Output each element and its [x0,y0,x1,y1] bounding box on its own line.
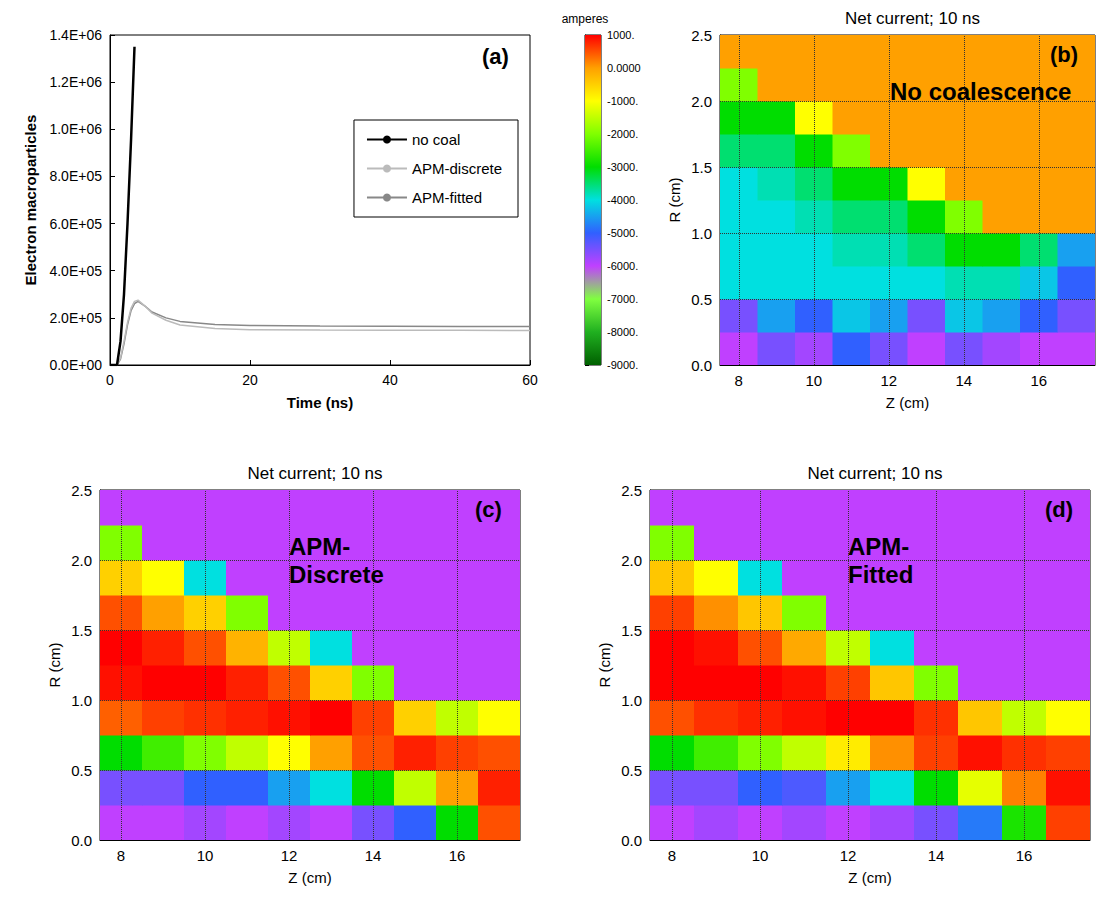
svg-text:-9000.: -9000. [607,359,638,371]
svg-text:Z (cm): Z (cm) [848,869,891,886]
svg-text:16: 16 [1016,847,1033,864]
svg-text:1.5: 1.5 [621,622,642,639]
svg-text:-7000.: -7000. [607,293,638,305]
svg-text:2.0: 2.0 [691,93,712,110]
svg-text:8: 8 [117,847,125,864]
svg-text:APM-fitted: APM-fitted [412,189,482,206]
svg-text:60: 60 [522,372,538,388]
svg-text:(b): (b) [1050,42,1078,67]
svg-text:14: 14 [928,847,945,864]
svg-text:2.0: 2.0 [621,552,642,569]
svg-text:-1000.: -1000. [607,95,638,107]
svg-text:Net current; 10 ns: Net current; 10 ns [845,9,980,28]
svg-text:1.0: 1.0 [621,692,642,709]
svg-text:0.0: 0.0 [691,357,712,374]
svg-text:14: 14 [365,847,382,864]
svg-text:0.0: 0.0 [71,832,92,849]
svg-text:Electron macroparticles: Electron macroparticles [22,115,39,286]
svg-text:0.5: 0.5 [71,762,92,779]
svg-text:-4000.: -4000. [607,194,638,206]
svg-text:2.5: 2.5 [71,482,92,499]
svg-text:6.0E+05: 6.0E+05 [49,216,102,232]
svg-text:4.0E+05: 4.0E+05 [49,263,102,279]
svg-text:1.2E+06: 1.2E+06 [49,74,102,90]
svg-text:14: 14 [955,372,972,389]
svg-text:8: 8 [735,372,743,389]
svg-text:(c): (c) [475,497,502,522]
svg-text:40: 40 [382,372,398,388]
svg-text:R (cm): R (cm) [46,643,63,688]
svg-text:20: 20 [242,372,258,388]
svg-text:12: 12 [840,847,857,864]
svg-text:-6000.: -6000. [607,260,638,272]
svg-text:1.0: 1.0 [71,692,92,709]
svg-text:Net current; 10 ns: Net current; 10 ns [807,464,942,483]
svg-text:12: 12 [281,847,298,864]
svg-text:APM-discrete: APM-discrete [412,160,502,177]
svg-text:8: 8 [668,847,676,864]
svg-text:1000.: 1000. [607,29,635,41]
svg-text:(d): (d) [1045,497,1073,522]
svg-text:1.5: 1.5 [71,622,92,639]
svg-text:1.5: 1.5 [691,159,712,176]
svg-text:R (cm): R (cm) [666,178,683,223]
svg-text:R (cm): R (cm) [596,643,613,688]
svg-text:0.0E+00: 0.0E+00 [49,357,102,373]
svg-text:10: 10 [197,847,214,864]
svg-text:Time (ns): Time (ns) [287,394,353,411]
svg-text:10: 10 [752,847,769,864]
svg-text:2.5: 2.5 [691,27,712,44]
svg-text:0.0000: 0.0000 [607,62,641,74]
svg-text:-5000.: -5000. [607,227,638,239]
svg-text:(a): (a) [482,44,509,69]
svg-text:2.0E+05: 2.0E+05 [49,310,102,326]
svg-text:0: 0 [106,372,114,388]
svg-text:10: 10 [805,372,822,389]
svg-text:Discrete: Discrete [289,561,384,588]
svg-text:-3000.: -3000. [607,161,638,173]
svg-text:2.5: 2.5 [621,482,642,499]
svg-text:0.5: 0.5 [691,291,712,308]
svg-text:APM-: APM- [289,533,350,560]
svg-text:-8000.: -8000. [607,326,638,338]
svg-text:1.0: 1.0 [691,225,712,242]
svg-text:Net current; 10 ns: Net current; 10 ns [247,464,382,483]
svg-text:Z (cm): Z (cm) [886,394,929,411]
svg-text:amperes: amperes [562,12,609,26]
svg-text:16: 16 [1030,372,1047,389]
svg-text:Z (cm): Z (cm) [288,869,331,886]
svg-text:APM-: APM- [848,533,909,560]
svg-text:16: 16 [449,847,466,864]
svg-text:12: 12 [880,372,897,389]
svg-text:1.0E+06: 1.0E+06 [49,121,102,137]
svg-text:1.4E+06: 1.4E+06 [49,27,102,43]
svg-text:0.5: 0.5 [621,762,642,779]
svg-text:8.0E+05: 8.0E+05 [49,168,102,184]
svg-text:-2000.: -2000. [607,128,638,140]
svg-text:2.0: 2.0 [71,552,92,569]
svg-text:0.0: 0.0 [621,832,642,849]
svg-text:Fitted: Fitted [848,561,913,588]
svg-text:no coal: no coal [412,131,460,148]
svg-text:No coalescence: No coalescence [890,78,1071,105]
